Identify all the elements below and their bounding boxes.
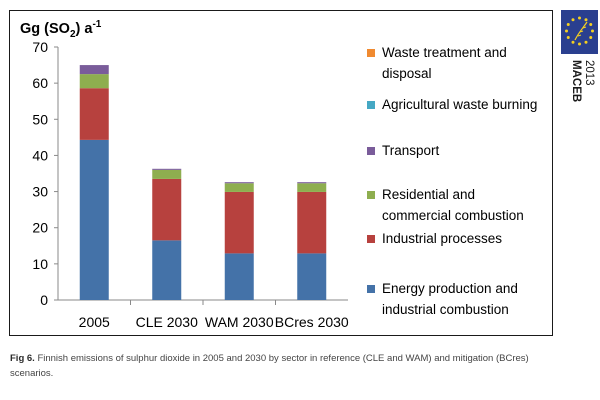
legend-swatch	[367, 191, 375, 199]
y-tick-label: 10	[32, 256, 48, 272]
bars	[79, 65, 327, 300]
logo-star-icon	[578, 16, 581, 20]
y-tick-label: 30	[32, 184, 48, 200]
logo-star-icon	[566, 36, 570, 39]
legend-swatch	[367, 285, 375, 293]
bar-segment	[224, 253, 254, 300]
legend-label: Residential and	[382, 187, 475, 202]
legend-label: disposal	[382, 66, 432, 81]
logo-text: MACEB 2013	[566, 58, 596, 118]
bar-segment	[297, 182, 327, 184]
legend-swatch	[367, 101, 375, 109]
legend-label: Agricultural waste burning	[382, 97, 537, 112]
x-tick-label: BCres 2030	[275, 314, 349, 330]
logo-name: MACEB	[570, 60, 582, 102]
y-axis-title-group: Gg (SO2) a-1	[20, 19, 102, 40]
legend: Waste treatment and disposal Agricultural …	[367, 45, 537, 317]
bar-segment	[152, 169, 182, 179]
y-axis-title: Gg (SO2) a-1	[20, 19, 102, 40]
x-tick-label: 2005	[79, 314, 110, 330]
logo-star-icon	[578, 42, 581, 46]
legend-label: industrial combustion	[382, 302, 509, 317]
bar-segment	[297, 253, 327, 300]
y-tick-label: 50	[32, 111, 48, 127]
chart-frame: Gg (SO2) a-1 0 10 20 30 40 50 60 70 2005 CLE 203…	[9, 10, 553, 336]
logo-star-icon	[589, 36, 593, 39]
bar-segment	[152, 168, 182, 170]
bar-segment	[79, 74, 109, 89]
y-tick-label: 40	[32, 147, 48, 163]
legend-label: commercial combustion	[382, 208, 524, 223]
y-axis-ticks: 0 10 20 30 40 50 60 70	[32, 39, 348, 308]
bar-segment	[79, 139, 109, 300]
bar-segment	[224, 182, 254, 184]
bar-segment	[79, 65, 109, 75]
logo-year: 2013	[583, 60, 595, 86]
bar-segment	[79, 88, 109, 140]
bar-segment	[224, 183, 254, 192]
x-tick-label: WAM 2030	[205, 314, 274, 330]
y-tick-label: 60	[32, 75, 48, 91]
logo-star-icon	[571, 18, 575, 22]
legend-label: Energy production and	[382, 281, 518, 296]
legend-swatch	[367, 49, 375, 57]
bar-segment	[152, 240, 182, 300]
figure-caption: Fig 6. Finnish emissions of sulphur diox…	[10, 351, 530, 381]
y-tick-label: 70	[32, 39, 48, 55]
x-tick-label: CLE 2030	[136, 314, 198, 330]
legend-label: Waste treatment and	[382, 45, 507, 60]
logo-star-icon	[584, 40, 588, 44]
x-axis-labels: 2005 CLE 2030 WAM 2030 BCres 2030	[79, 314, 349, 330]
logo-star-icon	[571, 40, 575, 44]
y-tick-label: 0	[40, 292, 48, 308]
logo-star-icon	[589, 23, 593, 26]
legend-label: Transport	[382, 143, 440, 158]
caption-text: Finnish emissions of sulphur dioxide in …	[10, 353, 529, 379]
bar-segment	[224, 191, 254, 254]
bar-segment	[297, 183, 327, 192]
legend-swatch	[367, 235, 375, 243]
stacked-bar-chart: Gg (SO2) a-1 0 10 20 30 40 50 60 70 2005 CLE 203…	[20, 19, 537, 330]
caption-label: Fig 6.	[10, 353, 35, 364]
bar-segment	[297, 191, 327, 254]
legend-swatch	[367, 147, 375, 155]
logo-star-icon	[584, 18, 588, 22]
logo-star-icon	[591, 29, 594, 33]
logo-star-icon	[565, 29, 568, 33]
eu-flag-logo	[561, 10, 598, 54]
bar-segment	[152, 178, 182, 241]
legend-label: Industrial processes	[382, 231, 502, 246]
y-tick-label: 20	[32, 220, 48, 236]
logo-emblem-icon	[565, 16, 594, 46]
logo-star-icon	[566, 23, 570, 26]
